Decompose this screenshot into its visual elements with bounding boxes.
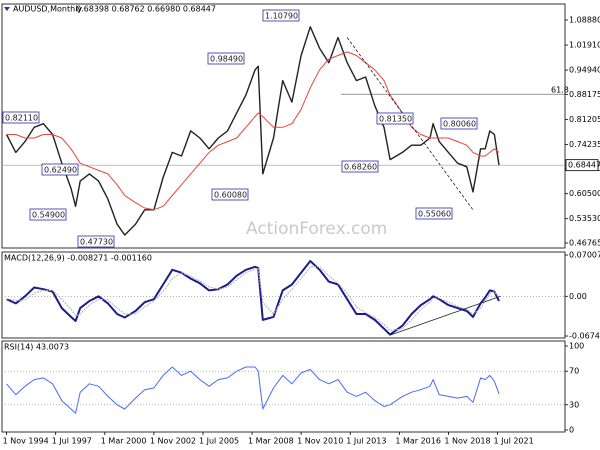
panel-title: MACD(12,26,9) -0.008271 -0.001160 (4, 254, 152, 263)
annotation: 0.47730 (77, 235, 115, 248)
x-tick-label: 1 Nov 1994 (3, 437, 49, 446)
annotation-label: 0.82110 (5, 114, 38, 123)
annotation: 0.80060 (440, 117, 478, 130)
annotation: 0.81350 (376, 112, 414, 125)
annotation-label: 0.60080 (214, 191, 247, 200)
watermark: ActionForex.com (246, 219, 387, 239)
last-price-box (565, 159, 599, 172)
y-tick-label: 0.94940 (569, 66, 600, 75)
x-tick-label: 1 Nov 2002 (150, 437, 196, 446)
annotation: 0.60080 (211, 188, 249, 201)
annotation-box (29, 208, 67, 221)
panel-frame (1, 3, 566, 249)
annotation-box (211, 188, 249, 201)
y-tick-label: 1.01910 (569, 41, 600, 50)
annotation-box (376, 112, 414, 125)
y-tick-label: 0.070071 (569, 251, 600, 260)
y-tick-label: 0.81205 (569, 115, 600, 124)
annotation-box (415, 207, 453, 220)
annotation-box (341, 160, 379, 173)
panel-title: RSI(14) 43.0073 (4, 343, 69, 352)
panel-frame (1, 251, 566, 339)
annotation-box (262, 9, 300, 22)
y-tick-label: 0.00 (569, 292, 587, 301)
last-price-label: 0.68447 (568, 161, 600, 170)
x-tick-label: 1 Nov 2010 (297, 437, 343, 446)
indicator-line (6, 51, 500, 211)
annotation: 0.55060 (415, 207, 453, 220)
annotation-label: 0.80060 (443, 120, 476, 129)
y-tick-label: 1.08880 (569, 16, 600, 25)
annotation-label: 0.54900 (32, 211, 65, 220)
fib-label: 61.8 (551, 86, 569, 95)
annotation-label: 0.68260 (344, 163, 377, 172)
annotation-label: 0.81350 (379, 115, 412, 124)
annotation: 1.10790 (262, 9, 300, 22)
trendline (389, 295, 501, 336)
annotation-box (2, 111, 40, 124)
annotation-box (77, 235, 115, 248)
indicator-line (6, 260, 500, 336)
x-tick-label: 1 Mar 2000 (101, 437, 147, 446)
annotation-label: 0.55060 (418, 210, 451, 219)
indicator-line (6, 366, 500, 414)
panel-frame (1, 340, 566, 433)
y-tick-label: -0.067423 (569, 332, 600, 341)
annotation-label: 0.47730 (80, 238, 113, 247)
annotation: 0.54900 (29, 208, 67, 221)
annotation-box (440, 117, 478, 130)
y-tick-label: 0.60500 (569, 189, 600, 198)
annotation: 0.82110 (2, 111, 40, 124)
y-tick-label: 0.53530 (569, 214, 600, 223)
y-tick-label: 0.46765 (569, 238, 600, 247)
x-tick-label: 1 Mar 2016 (395, 437, 441, 446)
x-tick-label: 1 Jul 2013 (346, 437, 386, 446)
annotation-box (207, 52, 245, 65)
chart-title: AUDUSD,Monthly (13, 5, 82, 14)
y-tick-label: 100 (569, 341, 584, 350)
y-tick-label: 70 (569, 367, 579, 376)
x-tick-label: 1 Jul 2021 (494, 437, 534, 446)
annotation-label: 0.98490 (210, 55, 243, 64)
y-tick-label: 30 (569, 400, 579, 409)
title-icon (4, 7, 10, 11)
chart-subtitle: 0.68398 0.68762 0.66980 0.68447 (76, 5, 216, 14)
x-tick-label: 1 Jul 2005 (199, 437, 239, 446)
y-tick-label: 0.88175 (569, 90, 600, 99)
y-tick-label: 0 (569, 425, 574, 434)
annotation-box (41, 163, 79, 176)
annotation: 0.62490 (41, 163, 79, 176)
annotation: 0.68260 (341, 160, 379, 173)
y-tick-label: 0.74235 (569, 140, 600, 149)
annotation-label: 0.62490 (44, 166, 77, 175)
x-tick-label: 1 Jul 1997 (52, 437, 92, 446)
x-tick-label: 1 Nov 2018 (444, 437, 490, 446)
x-tick-label: 1 Mar 2008 (248, 437, 294, 446)
annotation: 0.98490 (207, 52, 245, 65)
price-line (5, 26, 500, 236)
annotation-label: 1.10790 (265, 12, 298, 21)
